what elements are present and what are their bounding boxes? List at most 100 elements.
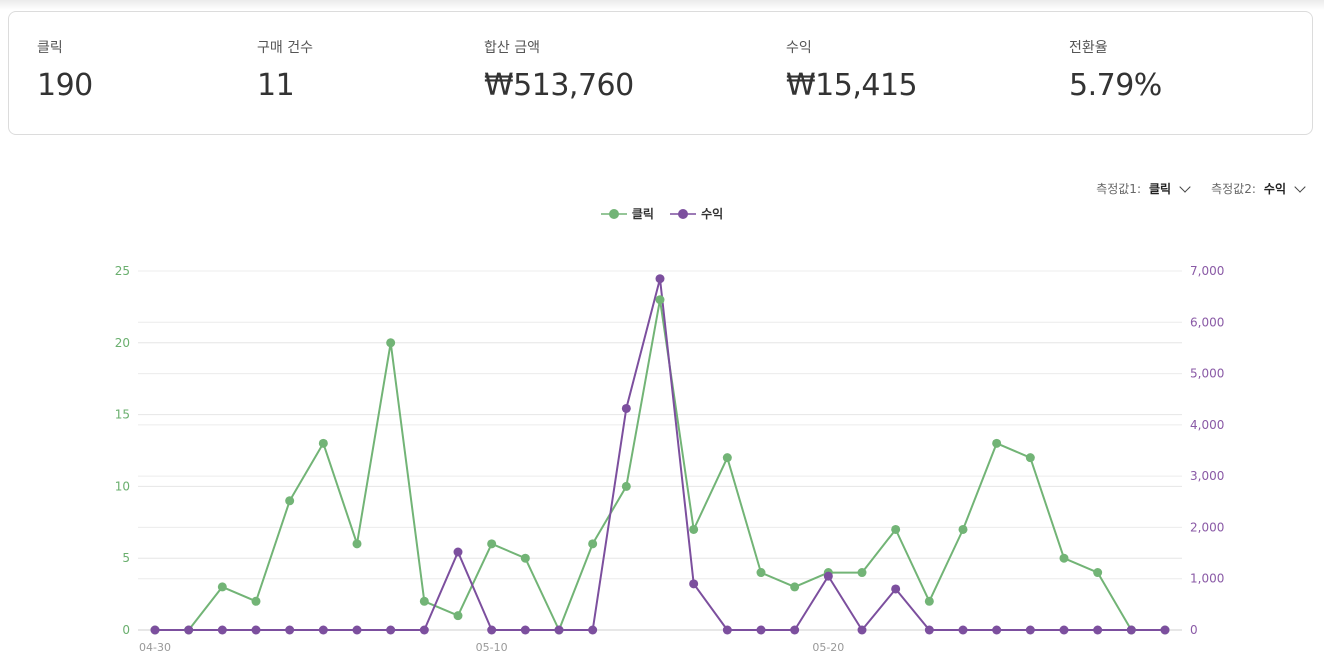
data-point-revenue <box>588 625 598 635</box>
x-tick-label: 04-30 <box>139 641 171 654</box>
data-point-clicks <box>891 524 901 534</box>
data-point-revenue <box>689 579 699 589</box>
data-point-revenue <box>756 625 766 635</box>
data-point-revenue <box>621 403 631 413</box>
data-point-clicks <box>453 611 463 621</box>
data-point-clicks <box>352 539 362 549</box>
y-left-tick-label: 10 <box>115 479 130 493</box>
data-point-revenue <box>150 625 160 635</box>
data-point-clicks <box>722 453 732 463</box>
series-line-revenue <box>155 277 1165 631</box>
data-point-revenue <box>352 625 362 635</box>
data-point-clicks <box>924 596 934 606</box>
legend-marker-icon <box>600 208 627 219</box>
data-point-clicks <box>520 553 530 563</box>
data-point-clicks <box>588 539 598 549</box>
data-point-revenue <box>924 625 934 635</box>
stat-label: 합산 금액 <box>484 40 540 56</box>
data-point-revenue <box>992 625 1002 635</box>
stat-value: 5.79% <box>1069 68 1162 103</box>
stat-label: 전환율 <box>1069 40 1108 56</box>
data-point-clicks <box>857 568 867 578</box>
data-point-revenue <box>251 625 261 635</box>
chart-legend: 클릭 수익 <box>0 205 1324 223</box>
series-line-clicks <box>155 298 1165 631</box>
data-point-revenue <box>184 625 194 635</box>
data-point-revenue <box>891 584 901 594</box>
top-shade <box>0 0 1324 10</box>
data-point-revenue <box>554 625 564 635</box>
data-point-revenue <box>790 625 800 635</box>
stat-value: 190 <box>37 68 93 103</box>
data-point-revenue <box>520 625 530 635</box>
data-point-clicks <box>689 524 699 534</box>
legend-item-clicks[interactable]: 클릭 <box>600 205 654 222</box>
data-point-clicks <box>790 582 800 592</box>
stat-value: ₩513,760 <box>484 68 634 103</box>
data-point-revenue <box>386 625 396 635</box>
data-point-clicks <box>1025 453 1035 463</box>
data-point-revenue <box>958 625 968 635</box>
data-point-clicks <box>487 539 497 549</box>
y-left-tick-label: 0 <box>122 623 130 637</box>
x-tick-label: 05-20 <box>812 641 844 654</box>
summary-stats-card: 클릭 190 구매 건수 11 합산 금액 ₩513,760 수익 ₩15,41… <box>8 11 1313 135</box>
y-right-tick-label: 0 <box>1190 623 1198 637</box>
data-point-revenue <box>655 274 665 284</box>
data-point-clicks <box>217 582 227 592</box>
y-right-tick-label: 5,000 <box>1190 367 1224 381</box>
metric1-dropdown[interactable]: 측정값1: 클릭 <box>1096 180 1191 197</box>
stat-value: 11 <box>257 68 295 103</box>
y-left-tick-label: 5 <box>122 551 130 565</box>
data-point-clicks <box>958 524 968 534</box>
data-point-revenue <box>285 625 295 635</box>
y-right-tick-label: 1,000 <box>1190 572 1224 586</box>
y-right-tick-label: 4,000 <box>1190 418 1224 432</box>
data-point-revenue <box>722 625 732 635</box>
data-point-clicks <box>655 295 665 305</box>
data-point-revenue <box>1093 625 1103 635</box>
y-left-tick-label: 20 <box>115 336 130 350</box>
y-right-tick-label: 3,000 <box>1190 469 1224 483</box>
data-point-clicks <box>285 496 295 506</box>
data-point-revenue <box>487 625 497 635</box>
data-point-revenue <box>1160 625 1170 635</box>
data-point-revenue <box>453 547 463 557</box>
stat-label: 클릭 <box>37 40 63 56</box>
metric-selectors: 측정값1: 클릭 측정값2: 수익 <box>1096 180 1306 197</box>
y-right-tick-label: 2,000 <box>1190 520 1224 534</box>
data-point-revenue <box>318 625 328 635</box>
data-point-clicks <box>251 596 261 606</box>
data-point-revenue <box>857 625 867 635</box>
metric2-label: 측정값2: <box>1211 182 1256 196</box>
legend-label: 수익 <box>701 207 724 221</box>
data-point-revenue <box>419 625 429 635</box>
data-point-revenue <box>823 571 833 581</box>
data-point-clicks <box>1059 553 1069 563</box>
metric2-value: 수익 <box>1263 182 1286 196</box>
stat-label: 수익 <box>786 40 812 56</box>
y-right-tick-label: 7,000 <box>1190 264 1224 278</box>
data-point-clicks <box>318 438 328 448</box>
metric1-label: 측정값1: <box>1096 182 1141 196</box>
y-left-tick-label: 15 <box>115 408 130 422</box>
y-right-tick-label: 6,000 <box>1190 315 1224 329</box>
data-point-clicks <box>419 596 429 606</box>
stat-value: ₩15,415 <box>786 68 918 103</box>
data-point-revenue <box>217 625 227 635</box>
data-point-clicks <box>386 338 396 348</box>
legend-marker-icon <box>670 208 697 219</box>
data-point-clicks <box>756 568 766 578</box>
legend-label: 클릭 <box>631 207 654 221</box>
data-point-clicks <box>992 438 1002 448</box>
y-left-tick-label: 25 <box>115 264 130 278</box>
data-point-clicks <box>621 481 631 491</box>
data-point-revenue <box>1025 625 1035 635</box>
stat-label: 구매 건수 <box>257 40 313 56</box>
data-point-revenue <box>1126 625 1136 635</box>
data-point-revenue <box>1059 625 1069 635</box>
metric2-dropdown[interactable]: 측정값2: 수익 <box>1211 180 1306 197</box>
metric1-value: 클릭 <box>1149 182 1172 196</box>
legend-item-revenue[interactable]: 수익 <box>670 205 723 222</box>
